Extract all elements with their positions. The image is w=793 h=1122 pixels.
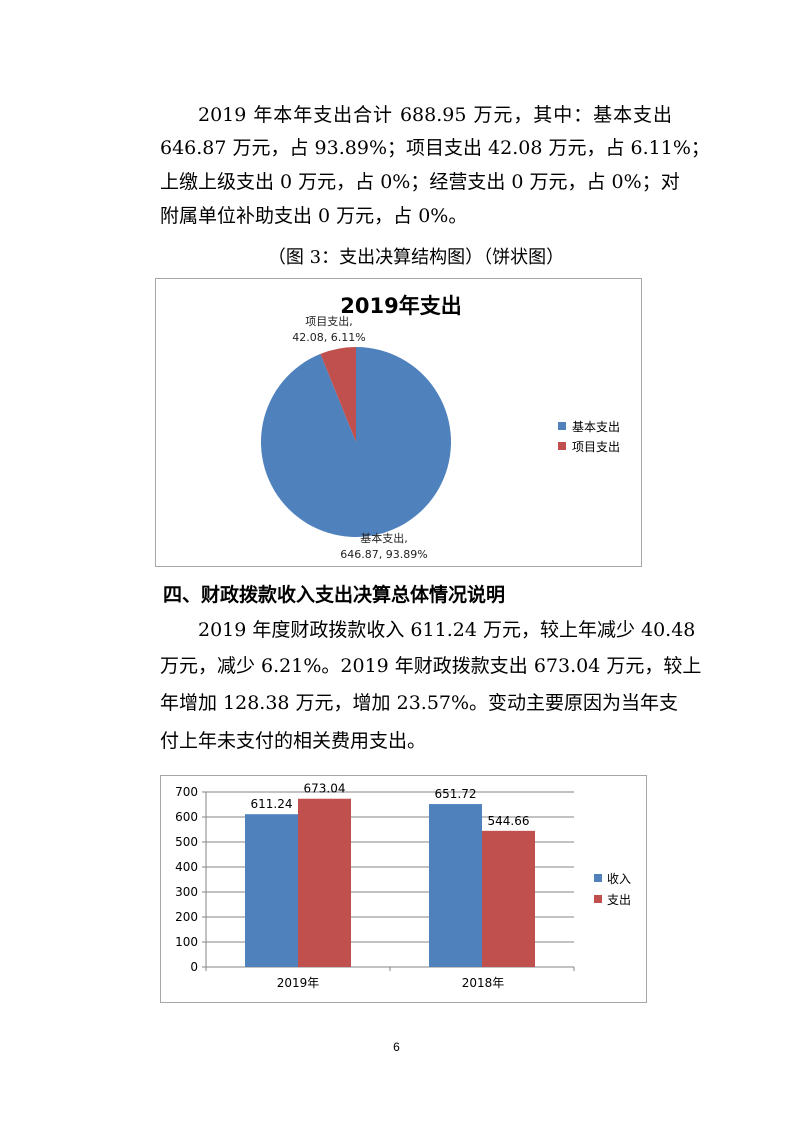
bar: [298, 798, 351, 967]
text-line: 2019 年本年支出合计 688.95 万元，其中：基本支出: [198, 104, 672, 126]
bar-data-label: 611.24: [251, 797, 293, 811]
pie-label-name: 项目支出,: [305, 314, 353, 328]
bar: [245, 814, 298, 967]
pie-chart: 2019年支出 项目支出, 42.08, 6.11% 基本支出, 646.87,…: [155, 278, 642, 567]
text-line: 附属单位补助支出 0 万元，占 0%。: [160, 205, 468, 227]
bar-data-label: 673.04: [304, 782, 346, 796]
y-tick-label: 500: [175, 835, 198, 849]
pie-label-name: 基本支出,: [360, 531, 408, 545]
bar-data-label: 651.72: [435, 787, 477, 801]
bar: [482, 830, 535, 967]
legend-label: 支出: [607, 893, 631, 907]
text-line: 万元，减少 6.21%。2019 年财政拨款支出 673.04 万元，较上: [160, 655, 702, 677]
y-tick-label: 0: [190, 960, 198, 974]
bar-chart: 0 100 200 300 400 500 600 700 611.24 673.04 651.7…: [160, 775, 647, 1003]
pie-label-value: 42.08, 6.11%: [292, 331, 365, 344]
y-tick-label: 700: [175, 785, 198, 799]
page-number: 6: [393, 1040, 400, 1054]
y-tick-label: 400: [175, 860, 198, 874]
text-line: 付上年未支付的相关费用支出。: [160, 730, 427, 752]
x-tick-label: 2019年: [277, 976, 320, 990]
pie-slice: [320, 347, 356, 442]
figure-caption: （图 3：支出决算结构图）（饼状图）: [267, 247, 565, 268]
legend-swatch: [558, 442, 566, 450]
x-tick-label: 2018年: [462, 976, 505, 990]
pie-chart-svg: 2019年支出 项目支出, 42.08, 6.11% 基本支出, 646.87,…: [261, 294, 620, 561]
legend-swatch: [594, 895, 602, 903]
bar-data-label: 544.66: [488, 814, 530, 828]
text-line: 上缴上级支出 0 万元，占 0%；经营支出 0 万元，占 0%；对: [160, 171, 680, 193]
y-tick-label: 100: [175, 935, 198, 949]
text-line: 2019 年度财政拨款收入 611.24 万元，较上年减少 40.48: [198, 619, 696, 641]
bar-chart-svg: 0 100 200 300 400 500 600 700 611.24 673.04 651.7…: [175, 782, 631, 990]
text-line: 年增加 128.38 万元，增加 23.57%。变动主要原因为当年支: [160, 692, 679, 714]
legend-label: 收入: [607, 872, 631, 886]
section-heading: 四、财政拨款收入支出决算总体情况说明: [163, 584, 506, 606]
legend-label: 基本支出: [572, 420, 620, 434]
pie-title: 2019年支出: [340, 294, 461, 318]
y-tick-label: 300: [175, 885, 198, 899]
text-line: 646.87 万元，占 93.89%；项目支出 42.08 万元，占 6.11%…: [160, 137, 710, 159]
legend-swatch: [594, 874, 602, 882]
y-tick-label: 200: [175, 910, 198, 924]
pie-label-value: 646.87, 93.89%: [340, 548, 427, 561]
bar: [429, 804, 482, 967]
legend-swatch: [558, 422, 566, 430]
y-tick-label: 600: [175, 810, 198, 824]
legend-label: 项目支出: [572, 440, 620, 454]
pie-slice: [261, 347, 452, 537]
